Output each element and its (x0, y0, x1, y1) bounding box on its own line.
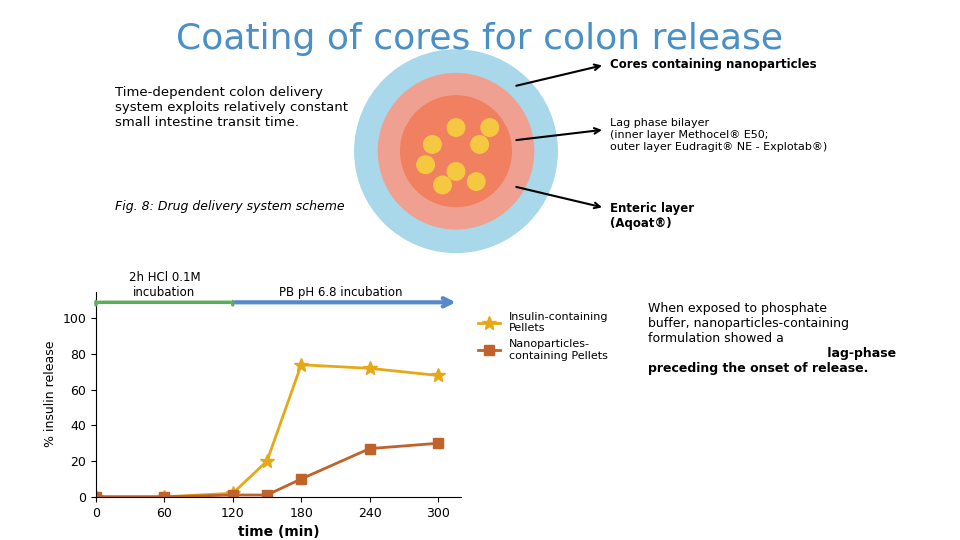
Text: Time-dependent colon delivery
system exploits relatively constant
small intestin: Time-dependent colon delivery system exp… (115, 86, 348, 130)
Insulin-containing
Pellets (90, 494, 102, 500)
Circle shape (417, 156, 434, 173)
Circle shape (378, 73, 534, 229)
Text: Enteric layer
(Aqoat®): Enteric layer (Aqoat®) (610, 202, 694, 230)
Insulin-containing
Pellets (261, 458, 273, 464)
Text: When exposed to phosphate
buffer, nanoparticles-containing
formulation showed a: When exposed to phosphate buffer, nanopa… (648, 302, 849, 346)
Nanoparticles-
containing Pellets (227, 492, 238, 498)
Text: Lag phase bilayer
(inner layer Methocel® E50;
outer layer Eudragit® NE - Explota: Lag phase bilayer (inner layer Methocel®… (610, 118, 827, 152)
Circle shape (447, 163, 465, 180)
Text: Fig. 8: Drug delivery system scheme: Fig. 8: Drug delivery system scheme (115, 200, 345, 213)
Nanoparticles-
containing Pellets (364, 446, 375, 452)
Text: lag-phase: lag-phase (648, 302, 896, 360)
Line: Nanoparticles-
containing Pellets: Nanoparticles- containing Pellets (91, 438, 443, 502)
Text: 2h HCl 0.1M
incubation: 2h HCl 0.1M incubation (129, 271, 201, 299)
Nanoparticles-
containing Pellets (90, 494, 102, 500)
Text: Coating of cores for colon release: Coating of cores for colon release (177, 22, 783, 56)
Nanoparticles-
containing Pellets (296, 476, 307, 482)
Circle shape (470, 136, 489, 153)
Insulin-containing
Pellets (158, 494, 170, 500)
Text: Cores containing nanoparticles: Cores containing nanoparticles (610, 58, 816, 71)
Insulin-containing
Pellets (364, 365, 375, 372)
Circle shape (468, 173, 485, 190)
Insulin-containing
Pellets (227, 490, 238, 496)
Text: preceding the onset of release.: preceding the onset of release. (648, 302, 869, 375)
Circle shape (481, 119, 498, 136)
Nanoparticles-
containing Pellets (158, 494, 170, 500)
Circle shape (434, 176, 451, 194)
Insulin-containing
Pellets (432, 372, 444, 379)
X-axis label: time (min): time (min) (237, 525, 320, 539)
Text: PB pH 6.8 incubation: PB pH 6.8 incubation (279, 286, 403, 299)
Nanoparticles-
containing Pellets (261, 492, 273, 498)
Insulin-containing
Pellets (296, 361, 307, 368)
Text: RESULT 3: RESULT 3 (14, 322, 24, 380)
Y-axis label: % insulin release: % insulin release (44, 341, 57, 448)
Legend: Insulin-containing
Pellets, Nanoparticles-
containing Pellets: Insulin-containing Pellets, Nanoparticle… (473, 307, 613, 365)
Circle shape (355, 50, 557, 252)
Circle shape (447, 119, 465, 136)
Nanoparticles-
containing Pellets (432, 440, 444, 447)
Line: Insulin-containing
Pellets: Insulin-containing Pellets (89, 358, 444, 504)
Circle shape (400, 96, 512, 206)
Circle shape (423, 136, 442, 153)
